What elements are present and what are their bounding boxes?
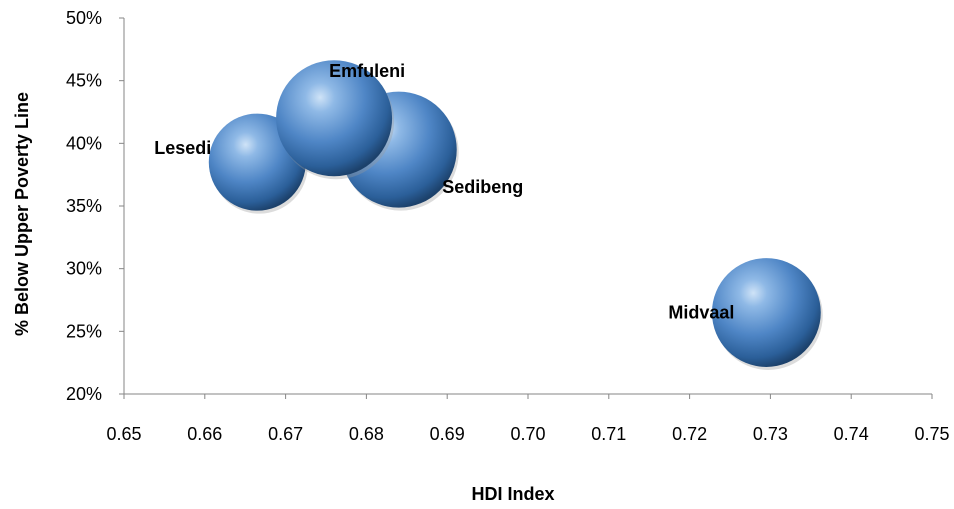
x-tick-label: 0.67 bbox=[268, 424, 303, 444]
bubble-midvaal bbox=[711, 258, 821, 367]
y-tick-label: 50% bbox=[66, 8, 102, 28]
y-tick-label: 40% bbox=[66, 133, 102, 153]
x-tick-label: 0.72 bbox=[672, 424, 707, 444]
x-tick-label: 0.71 bbox=[591, 424, 626, 444]
y-tick-label: 20% bbox=[66, 384, 102, 404]
data-label-midvaal: Midvaal bbox=[668, 303, 734, 323]
bubbles bbox=[208, 60, 823, 370]
x-tick-labels: 0.65 0.66 0.67 0.68 0.69 0.70 0.71 0.72 0.73 0.74… bbox=[106, 394, 950, 444]
x-tick-label: 0.65 bbox=[106, 424, 141, 444]
x-tick-label: 0.66 bbox=[187, 424, 222, 444]
x-tick-label: 0.69 bbox=[430, 424, 465, 444]
data-label-emfuleni: Emfuleni bbox=[329, 61, 405, 81]
x-tick-label: 0.68 bbox=[349, 424, 384, 444]
bubble-labels: Lesedi Sedibeng Emfuleni Midvaal bbox=[154, 61, 734, 323]
bubble-emfuleni bbox=[276, 60, 393, 177]
x-tick-label: 0.73 bbox=[753, 424, 788, 444]
y-tick-label: 25% bbox=[66, 321, 102, 341]
x-tick-label: 0.75 bbox=[914, 424, 949, 444]
x-tick-label: 0.70 bbox=[510, 424, 545, 444]
y-tick-label: 45% bbox=[66, 71, 102, 91]
y-tick-label: 30% bbox=[66, 259, 102, 279]
y-tick-labels: 20% 25% 30% 35% 40% 45% 50% bbox=[66, 8, 124, 404]
x-tick-label: 0.74 bbox=[834, 424, 869, 444]
data-label-sedibeng: Sedibeng bbox=[442, 177, 523, 197]
y-tick-label: 35% bbox=[66, 196, 102, 216]
data-label-lesedi: Lesedi bbox=[154, 138, 211, 158]
x-axis-title: HDI Index bbox=[471, 484, 554, 504]
y-axis-title: % Below Upper Poverty Line bbox=[12, 92, 32, 336]
